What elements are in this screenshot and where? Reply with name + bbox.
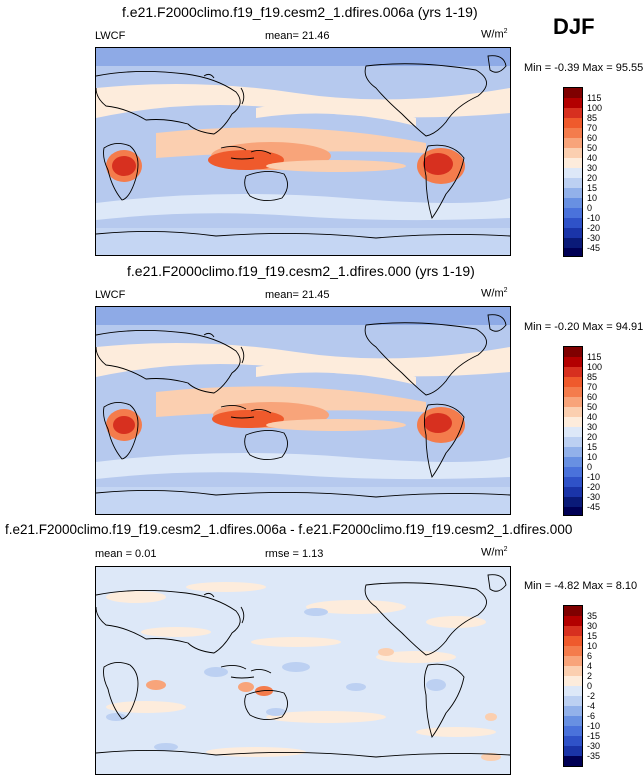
- cbar1-tick: -20: [587, 223, 601, 233]
- panel2-variable-label: LWCF: [95, 289, 126, 301]
- cbar3-tick: 10: [587, 641, 598, 651]
- cbar2-tick: 60: [587, 392, 598, 402]
- cbar2-tick: 50: [587, 402, 598, 412]
- cbar1-tick: 115: [587, 93, 602, 103]
- cbar1-tick: -10: [587, 213, 601, 223]
- cbar3-tick: 0: [587, 681, 593, 691]
- panel2-colorbar: [563, 346, 583, 516]
- cbar1-tick: 85: [587, 113, 598, 123]
- season-label: DJF: [553, 14, 595, 39]
- cbar2-tick: -30: [587, 492, 601, 502]
- panel1-units: W/m2: [481, 28, 508, 41]
- panel3-minmax: Min = -4.82 Max = 8.10: [524, 580, 638, 592]
- cbar2-tick: 30: [587, 422, 598, 432]
- panel3-colorbar: [563, 605, 583, 767]
- cbar1-tick: -45: [587, 243, 601, 253]
- cbar2-tick: 20: [587, 432, 598, 442]
- cbar1-tick: 70: [587, 123, 598, 133]
- cbar2-tick: 115: [587, 352, 602, 362]
- panel1-colorbar: [563, 87, 583, 257]
- panel2-title: f.e21.F2000climo.f19_f19.cesm2_1.dfires.…: [127, 263, 475, 279]
- cbar2-tick: -20: [587, 482, 601, 492]
- cbar3-tick: 2: [587, 671, 593, 681]
- cbar3-tick: 4: [587, 661, 593, 671]
- cbar3-tick: -6: [587, 711, 596, 721]
- cbar2-tick: 0: [587, 462, 593, 472]
- cbar1-tick: -30: [587, 233, 601, 243]
- cbar3-tick: -4: [587, 701, 596, 711]
- cbar3-tick: -2: [587, 691, 596, 701]
- panel2-units: W/m2: [481, 287, 508, 300]
- panel3-map: [95, 566, 511, 775]
- cbar2-tick: 70: [587, 382, 598, 392]
- cbar3-tick: 15: [587, 631, 598, 641]
- panel2-mean-label: mean= 21.45: [265, 289, 330, 301]
- cbar1-tick: 10: [587, 193, 598, 203]
- cbar1-tick: 15: [587, 183, 598, 193]
- cbar2-tick: 85: [587, 372, 598, 382]
- cbar3-tick: -15: [587, 731, 601, 741]
- cbar3-tick: 30: [587, 621, 598, 631]
- cbar3-tick: 35: [587, 611, 598, 621]
- panel3-mean-label: mean = 0.01: [95, 548, 157, 560]
- cbar2-tick: -10: [587, 472, 601, 482]
- cbar1-tick: 100: [587, 103, 603, 113]
- panel1-title: f.e21.F2000climo.f19_f19.cesm2_1.dfires.…: [122, 4, 478, 20]
- cbar1-tick: 30: [587, 163, 598, 173]
- panel2-minmax: Min = -0.20 Max = 94.91: [524, 321, 644, 333]
- cbar2-tick: 100: [587, 362, 603, 372]
- panel3-title: f.e21.F2000climo.f19_f19.cesm2_1.dfires.…: [5, 522, 573, 537]
- cbar2-tick: 40: [587, 412, 598, 422]
- cbar1-tick: 20: [587, 173, 598, 183]
- panel2-map: [95, 306, 511, 515]
- cbar3-tick: -35: [587, 751, 601, 761]
- cbar3-tick: -10: [587, 721, 601, 731]
- cbar1-tick: 50: [587, 143, 598, 153]
- cbar2-tick: 10: [587, 452, 598, 462]
- cbar1-tick: 40: [587, 153, 598, 163]
- panel1-map: [95, 47, 511, 256]
- panel1-mean-label: mean= 21.46: [265, 30, 330, 42]
- panel1-minmax: Min = -0.39 Max = 95.55: [524, 62, 644, 74]
- cbar3-tick: 6: [587, 651, 593, 661]
- cbar1-tick: 60: [587, 133, 598, 143]
- cbar1-tick: 0: [587, 203, 593, 213]
- cbar2-tick: 15: [587, 442, 598, 452]
- cbar2-tick: -45: [587, 502, 601, 512]
- panel3-rmse-label: rmse = 1.13: [265, 548, 324, 560]
- cbar3-tick: -30: [587, 741, 601, 751]
- panel3-units: W/m2: [481, 546, 508, 559]
- panel1-variable-label: LWCF: [95, 30, 126, 42]
